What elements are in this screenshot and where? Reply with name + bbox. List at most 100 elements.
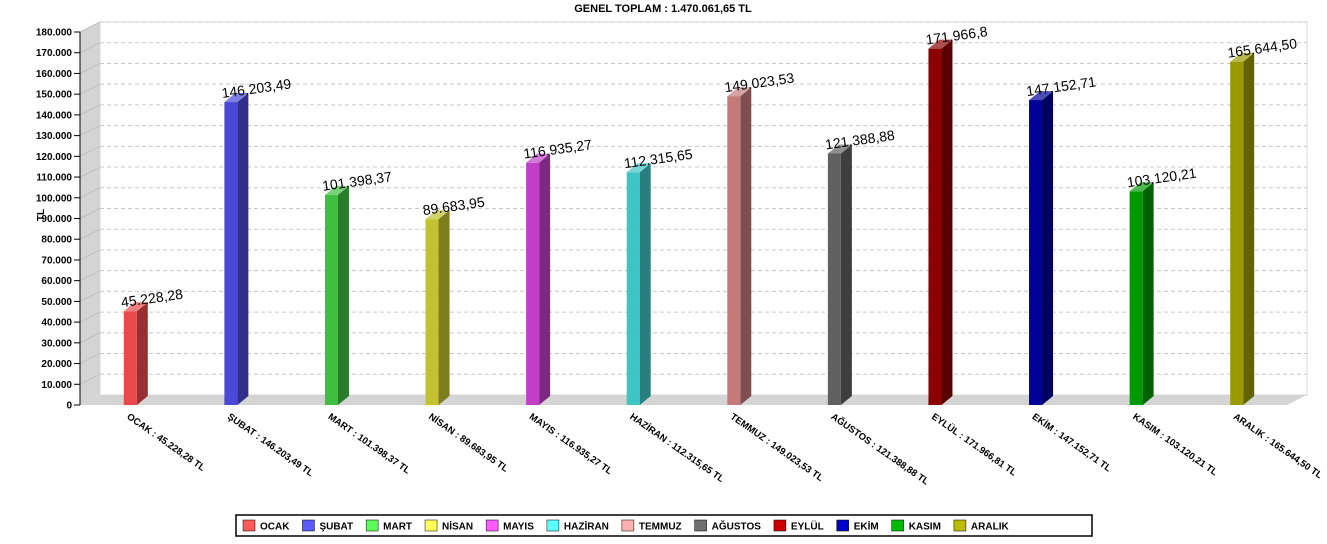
legend-item-temmuz: TEMMUZ bbox=[621, 519, 682, 533]
y-tick-label: 90.000 bbox=[41, 214, 72, 225]
bar-top bbox=[727, 87, 752, 97]
legend-item-ni̇san: NİSAN bbox=[424, 519, 473, 533]
legend-box bbox=[235, 514, 1093, 537]
bar-mayis bbox=[526, 153, 551, 405]
y-tick-label: 30.000 bbox=[41, 338, 72, 349]
bar-kasim bbox=[1129, 182, 1154, 405]
legend-item-ağustos: AĞUSTOS bbox=[694, 519, 761, 533]
legend-swatch bbox=[485, 519, 499, 532]
y-tick-label: 70.000 bbox=[41, 255, 72, 266]
bar-top bbox=[526, 153, 551, 163]
bar-side bbox=[1243, 52, 1255, 405]
gridline-side bbox=[79, 311, 101, 323]
legend-label: EKİM bbox=[854, 520, 879, 533]
y-axis-ticks: 0 10.000 20.000 30.000 40.000 50.000 60.000 70.… bbox=[36, 28, 81, 412]
legend-swatch bbox=[424, 519, 438, 532]
legend: OCAK ŞUBAT MART NİSAN MAYIS HAZİRAN TEMMUZ AĞUS… bbox=[235, 514, 1093, 537]
x-tick-label: TEMMUZ : 149.023,53 TL bbox=[728, 411, 825, 484]
y-tick-label: 140.000 bbox=[36, 110, 73, 121]
bar-mart bbox=[324, 185, 349, 405]
bar-front bbox=[626, 172, 640, 405]
bar-side bbox=[740, 87, 752, 406]
bar-front bbox=[1029, 100, 1043, 405]
legend-item-aralik: ARALIK bbox=[953, 519, 1009, 533]
legend-item-kasim: KASIM bbox=[891, 519, 941, 533]
bar-ni̇san bbox=[425, 210, 450, 405]
gridline-side bbox=[79, 208, 101, 219]
gridline-side bbox=[79, 228, 101, 240]
x-tick-label: KASIM : 103.120,21 TL bbox=[1130, 411, 1219, 478]
gridline-side bbox=[79, 353, 101, 365]
x-axis-ticks: OCAK : 45.228,28 TL ŞUBAT : 146.203,49 TL… bbox=[125, 411, 1325, 488]
bar-top bbox=[224, 93, 249, 103]
legend-swatch bbox=[621, 519, 635, 532]
y-tick-label: 130.000 bbox=[36, 131, 73, 142]
bars bbox=[123, 39, 1255, 406]
bar-hazi̇ran bbox=[626, 163, 651, 405]
gridlines bbox=[79, 21, 1307, 385]
y-tick-label: 110.000 bbox=[36, 173, 72, 184]
legend-label: NİSAN bbox=[442, 520, 473, 533]
bar-top bbox=[425, 210, 450, 220]
y-tick-label: 120.000 bbox=[36, 152, 73, 163]
y-tick-label: 20.000 bbox=[41, 359, 72, 370]
bar-şubat bbox=[224, 93, 249, 406]
gridline-side bbox=[79, 249, 101, 261]
legend-item-mart: MART bbox=[365, 519, 412, 533]
y-tick-label: 60.000 bbox=[41, 276, 72, 287]
bar-front bbox=[324, 194, 338, 405]
bar-top bbox=[123, 302, 148, 312]
y-tick-label: 10.000 bbox=[41, 380, 72, 391]
legend-swatch bbox=[694, 519, 707, 532]
gridline-side bbox=[79, 332, 101, 344]
x-tick-label: ARALIK : 165.644,50 TL bbox=[1231, 411, 1324, 481]
legend-swatch bbox=[242, 519, 256, 532]
bar-top bbox=[1129, 182, 1154, 192]
bar-top bbox=[626, 163, 651, 173]
bar-eki̇m bbox=[1029, 91, 1054, 405]
bar-top bbox=[324, 185, 349, 195]
gridline-side bbox=[79, 270, 101, 282]
x-tick-label: MART : 101.398,37 TL bbox=[326, 411, 412, 476]
legend-label: KASIM bbox=[909, 522, 941, 533]
legend-item-eki̇m: EKİM bbox=[836, 520, 879, 533]
legend-label: HAZİRAN bbox=[564, 520, 609, 533]
bar-ocak bbox=[123, 302, 148, 405]
gridline-side bbox=[79, 21, 101, 33]
bar-front bbox=[224, 102, 238, 406]
y-tick-label: 0 bbox=[66, 401, 72, 412]
bar-side bbox=[941, 39, 953, 406]
bar-ağustos bbox=[827, 144, 852, 405]
x-tick-label: MAYIS : 116.935,27 TL bbox=[527, 411, 615, 477]
bar-front bbox=[827, 153, 841, 405]
y-tick-label: 170.000 bbox=[36, 48, 73, 59]
gridline-side bbox=[79, 62, 101, 74]
bar-eylül bbox=[928, 39, 953, 406]
y-tick-label: 160.000 bbox=[36, 69, 73, 80]
legend-label: TEMMUZ bbox=[639, 522, 682, 533]
y-tick-label: 100.000 bbox=[36, 193, 73, 204]
y-tick-label: 80.000 bbox=[41, 235, 72, 246]
x-tick-label: ŞUBAT : 146.203,49 TL bbox=[225, 411, 315, 479]
legend-swatch bbox=[891, 519, 904, 532]
y-tick-label: 150.000 bbox=[36, 90, 73, 101]
legend-label: MART bbox=[383, 522, 412, 533]
bar-top bbox=[1029, 91, 1054, 101]
y-tick-label: 40.000 bbox=[41, 318, 72, 329]
gridline-side bbox=[79, 42, 101, 54]
bar-front bbox=[727, 96, 741, 406]
gridline-side bbox=[79, 166, 101, 178]
legend-item-ocak: OCAK bbox=[242, 519, 290, 533]
bar-side bbox=[1142, 182, 1154, 405]
bar-temmuz bbox=[727, 87, 752, 406]
gridline-side bbox=[79, 104, 101, 116]
x-tick-label: EKİM : 147.152,71 TL bbox=[1030, 411, 1113, 474]
bar-front bbox=[1129, 191, 1143, 405]
x-tick-label: NİSAN : 89.683,95 TL bbox=[426, 411, 510, 474]
bar-front bbox=[1230, 61, 1244, 405]
bar-top bbox=[1230, 52, 1255, 62]
legend-label: ŞUBAT bbox=[319, 522, 353, 533]
y-tick-label: 180.000 bbox=[36, 28, 73, 39]
bar-side bbox=[438, 210, 450, 405]
bar-front bbox=[123, 311, 137, 405]
